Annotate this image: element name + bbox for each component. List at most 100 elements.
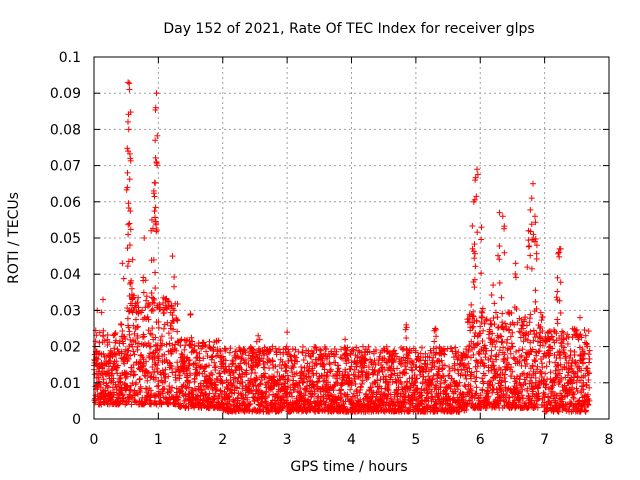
data-point — [119, 328, 126, 335]
data-point — [135, 294, 142, 301]
data-point — [335, 365, 342, 372]
data-point — [163, 295, 170, 302]
data-point — [472, 263, 479, 270]
data-point — [530, 327, 537, 334]
data-point — [94, 360, 101, 367]
data-point — [156, 346, 163, 353]
data-point — [145, 340, 152, 347]
data-point — [556, 245, 563, 252]
data-point — [507, 333, 514, 340]
y-tick-label: 0.07 — [50, 159, 81, 175]
data-point — [124, 169, 131, 176]
data-point — [431, 338, 438, 345]
data-point — [513, 274, 520, 281]
data-point — [100, 296, 107, 303]
data-point — [141, 372, 148, 379]
data-point — [145, 316, 152, 323]
data-point — [496, 209, 503, 216]
data-point — [164, 298, 171, 305]
data-point — [493, 309, 500, 316]
data-point — [478, 224, 485, 231]
data-point — [474, 229, 481, 236]
data-point — [178, 350, 185, 357]
data-point — [172, 377, 179, 384]
data-point — [148, 401, 155, 408]
data-point — [480, 363, 487, 370]
x-tick-label: 8 — [605, 432, 614, 448]
data-point — [333, 371, 340, 378]
data-point — [347, 366, 354, 373]
data-point — [117, 320, 124, 327]
data-point — [151, 300, 158, 307]
data-point — [357, 383, 364, 390]
data-point — [172, 341, 179, 348]
data-point — [134, 332, 141, 339]
data-point — [526, 242, 533, 249]
data-point — [472, 378, 479, 385]
data-point — [482, 354, 489, 361]
x-axis-title: GPS time / hours — [290, 459, 407, 475]
data-point — [104, 383, 111, 390]
data-point — [171, 283, 178, 290]
data-point — [133, 316, 140, 323]
data-point — [148, 390, 155, 397]
data-point — [478, 236, 485, 243]
data-point — [143, 358, 150, 365]
data-point — [163, 356, 170, 363]
data-point — [100, 379, 107, 386]
data-point — [209, 353, 216, 360]
data-point — [144, 377, 151, 384]
data-point — [554, 316, 561, 323]
data-point — [182, 391, 189, 398]
data-point — [140, 289, 147, 296]
data-point — [145, 303, 152, 310]
data-point — [196, 357, 203, 364]
data-point — [446, 363, 453, 370]
data-point — [538, 317, 545, 324]
data-point — [126, 328, 133, 335]
data-point — [162, 366, 169, 373]
y-axis-title: ROTI / TECUs — [6, 192, 22, 284]
data-point — [169, 369, 176, 376]
x-tick-label: 7 — [540, 432, 549, 448]
y-tick-label: 0.09 — [50, 86, 81, 102]
data-point — [144, 313, 151, 320]
data-point — [112, 329, 119, 336]
data-point — [498, 339, 505, 346]
y-tick-label: 0.1 — [59, 50, 81, 66]
data-point — [554, 288, 561, 295]
data-point — [142, 373, 149, 380]
data-point — [135, 340, 142, 347]
data-point — [173, 347, 180, 354]
data-point — [175, 394, 182, 401]
x-tick-labels: 0 1 2 3 4 5 6 7 8 — [90, 432, 614, 448]
data-point — [171, 273, 178, 280]
y-tick-label: 0.08 — [50, 122, 81, 138]
data-point — [320, 378, 327, 385]
data-point — [533, 255, 540, 262]
data-point — [174, 300, 181, 307]
data-point — [134, 346, 141, 353]
data-point — [125, 200, 132, 207]
data-point — [167, 399, 174, 406]
data-point — [143, 297, 150, 304]
data-point — [499, 213, 506, 220]
data-point — [158, 400, 165, 407]
data-point — [165, 330, 172, 337]
data-point — [126, 176, 133, 183]
data-point — [128, 401, 135, 408]
data-point — [125, 398, 132, 405]
y-tick-label: 0.02 — [50, 340, 81, 356]
data-point — [126, 220, 133, 227]
data-point — [191, 375, 198, 382]
data-point — [186, 379, 193, 386]
data-point — [581, 326, 588, 333]
data-point — [298, 363, 305, 370]
data-point — [501, 249, 508, 256]
data-point — [532, 287, 539, 294]
y-tick-label: 0 — [72, 412, 81, 428]
data-point — [474, 166, 481, 173]
data-point — [583, 407, 590, 414]
data-point — [96, 329, 103, 336]
